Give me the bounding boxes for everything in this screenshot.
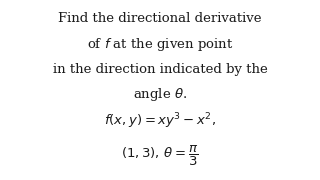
Text: angle $\theta$.: angle $\theta$. (133, 86, 187, 103)
Text: $(1, 3),\, \theta = \dfrac{\pi}{3}$: $(1, 3),\, \theta = \dfrac{\pi}{3}$ (121, 144, 199, 168)
Text: in the direction indicated by the: in the direction indicated by the (52, 63, 268, 76)
Text: of $f$ at the given point: of $f$ at the given point (87, 36, 233, 53)
Text: Find the directional derivative: Find the directional derivative (58, 12, 262, 25)
Text: $f(x, y) = xy^3 - x^2,$: $f(x, y) = xy^3 - x^2,$ (104, 112, 216, 131)
